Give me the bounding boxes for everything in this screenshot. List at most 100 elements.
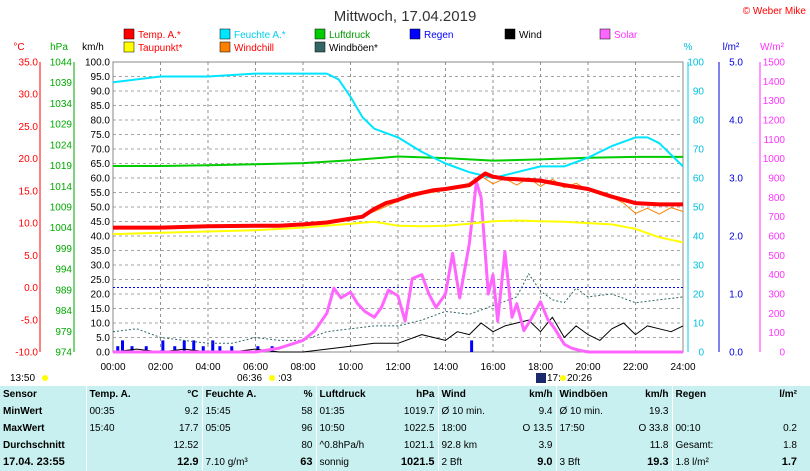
- wind-value: O 13.5: [522, 423, 553, 434]
- temp-tick-label: 20.0: [19, 154, 39, 165]
- rain-bar: [182, 340, 186, 352]
- humidity-tick-label: 40: [693, 232, 705, 243]
- pressure-tick-label: 979: [55, 327, 72, 338]
- chart-axes: 35.0 30.0 25.0 20.0 15.0 10.0 5.0 0.0 -5.0 -10.0 1…: [15, 58, 785, 374]
- wind-tick-label: 65.0: [91, 159, 111, 170]
- pressure-tick-label: 974: [55, 348, 72, 359]
- rain-bar: [230, 346, 234, 352]
- series-wind: [112, 316, 684, 353]
- legend-label: Windchill: [234, 43, 274, 54]
- x-tick-label: 00:00: [100, 362, 125, 373]
- wind-tick-label: 25.0: [91, 275, 111, 286]
- row-label: Durchschnitt: [3, 440, 65, 451]
- pressure-tick-label: 1044: [50, 58, 73, 69]
- header-gust: Windböen: [555, 386, 620, 403]
- header-pressure-unit: hPa: [416, 389, 435, 400]
- rain-time: 1.8 l/m²: [671, 454, 738, 471]
- pressure-tick-label: 999: [55, 244, 72, 255]
- rain-bar: [130, 346, 134, 352]
- legend-swatch: [219, 28, 231, 40]
- rain-bar: [121, 340, 124, 352]
- stats-header-row: Sensor Temp. A. °C Feuchte A. % Luftdruc…: [0, 386, 800, 403]
- x-tick-label: 08:00: [290, 362, 315, 373]
- wind-tick-label: 20.0: [91, 290, 111, 301]
- pressure-value: 1021.1: [403, 440, 435, 451]
- humidity-tick-label: 70: [693, 145, 705, 156]
- solar-tick-label: 400: [768, 270, 785, 281]
- temp-tick-label: 10.0: [19, 219, 39, 230]
- legend-label: Luftdruck: [329, 30, 371, 41]
- humidity-value: 58: [301, 406, 313, 417]
- wind-tick-label: 40.0: [91, 232, 111, 243]
- moon-time-label: 17:: [547, 373, 561, 384]
- plot-area: [112, 72, 684, 354]
- solar-tick-label: 200: [768, 309, 785, 320]
- wind-unit-label: km/h: [82, 42, 104, 53]
- humidity-tick-label: 10: [693, 319, 705, 330]
- rain-time: [671, 403, 738, 420]
- solar-tick-label: 800: [768, 193, 785, 204]
- gust-value: 19.3: [647, 456, 669, 468]
- gust-value: O 33.8: [638, 423, 669, 434]
- solar-tick-label: 500: [768, 251, 785, 262]
- temp-time: [85, 437, 156, 454]
- wind-time: 2 Bft: [437, 454, 502, 471]
- wind-tick-label: 15.0: [91, 304, 111, 315]
- pressure-time: ^0.8hPa/h: [315, 437, 382, 454]
- temp-value: 17.7: [179, 423, 199, 434]
- solar-tick-label: 100: [768, 328, 785, 339]
- header-pressure: Luftdruck: [315, 386, 382, 403]
- humidity-tick-label: 50: [693, 203, 705, 214]
- temp-unit-label: °C: [13, 42, 24, 53]
- rain-time: 00:10: [671, 420, 738, 437]
- x-tick-label: 06:00: [243, 362, 268, 373]
- solar-tick-label: 900: [768, 174, 785, 185]
- pressure-tick-label: 1034: [50, 99, 73, 110]
- humidity-value: 96: [301, 423, 313, 434]
- wind-value: 3.9: [538, 440, 553, 451]
- rain-bar: [211, 340, 215, 352]
- legend-label: Temp. A.*: [138, 30, 181, 41]
- humidity-tick-label: 80: [693, 116, 705, 127]
- header-humidity: Feuchte A.: [201, 386, 268, 403]
- humidity-time: 7.10 g/m³: [201, 454, 268, 471]
- gust-time: Ø 10 min.: [555, 403, 620, 420]
- pressure-value: 1019.7: [403, 406, 435, 417]
- humidity-value: 80: [301, 440, 313, 451]
- series-solar: [113, 180, 683, 354]
- x-tick-label: 12:00: [385, 362, 410, 373]
- wind-value: 9.0: [537, 456, 553, 468]
- temp-tick-label: -10.0: [15, 348, 38, 359]
- legend-swatch: [314, 41, 326, 53]
- legend-swatch: [123, 28, 135, 40]
- row-label: MaxWert: [3, 423, 45, 434]
- sunset-sun-icon: [560, 375, 566, 381]
- gust-time: 3 Bft: [555, 454, 620, 471]
- x-tick-label: 10:00: [338, 362, 363, 373]
- wind-tick-label: 90.0: [91, 87, 111, 98]
- rain-tick-label: 4.0: [729, 116, 743, 127]
- rain-tick-label: 2.0: [729, 232, 743, 243]
- gust-time: [555, 437, 620, 454]
- pressure-time: sonnig: [315, 454, 382, 471]
- legend-swatch: [409, 28, 421, 40]
- wind-tick-label: 75.0: [91, 130, 111, 141]
- legend-label: Taupunkt*: [138, 43, 183, 54]
- rain-bar: [161, 340, 165, 352]
- wind-tick-label: 5.0: [96, 333, 110, 344]
- header-rain-unit: l/m²: [779, 389, 797, 400]
- legend-label: Wind: [519, 30, 542, 41]
- solar-tick-label: 300: [768, 290, 785, 301]
- wind-tick-label: 95.0: [91, 72, 111, 83]
- temp-tick-label: 0.0: [24, 283, 38, 294]
- rain-unit-label: l/m²: [723, 42, 740, 53]
- wind-tick-label: 30.0: [91, 261, 111, 272]
- rain-bar: [201, 346, 205, 352]
- header-wind: Wind: [437, 386, 502, 403]
- x-tick-label: 04:00: [195, 362, 220, 373]
- humidity-time: 15:45: [201, 403, 268, 420]
- rain-value: 0.2: [783, 423, 797, 434]
- solar-tick-label: 700: [768, 212, 785, 223]
- x-tick-label: 22:00: [623, 362, 648, 373]
- x-tick-label: 16:00: [480, 362, 505, 373]
